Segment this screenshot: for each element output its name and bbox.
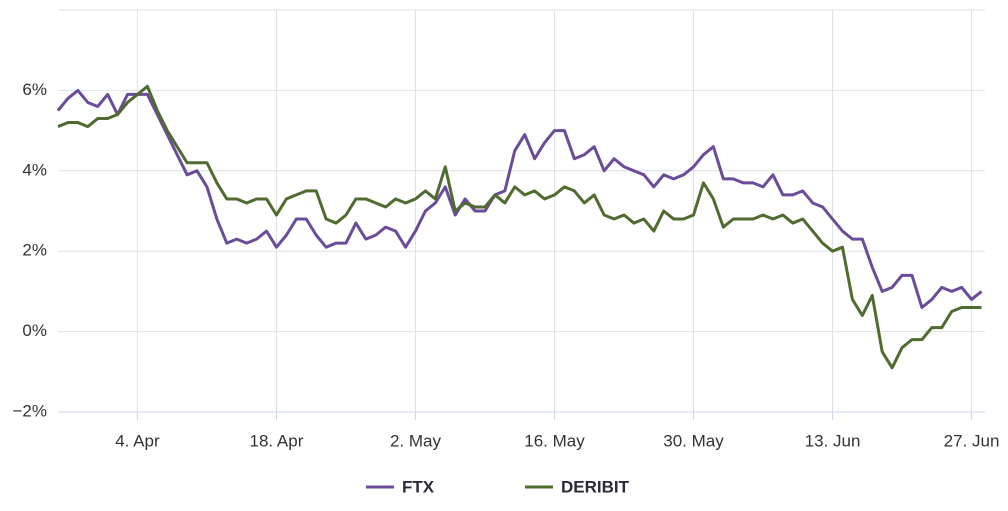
x-tick-label: 2. May bbox=[390, 431, 442, 450]
x-tick-label: 18. Apr bbox=[250, 431, 304, 450]
y-tick-label: 4% bbox=[22, 160, 47, 179]
y-tick-label: 6% bbox=[22, 80, 47, 99]
x-tick-label: 27. Jun bbox=[944, 431, 1000, 450]
y-tick-label: 0% bbox=[22, 321, 47, 340]
x-tick-label: 4. Apr bbox=[115, 431, 160, 450]
x-tick-label: 30. May bbox=[663, 431, 724, 450]
series-line bbox=[56, 88, 983, 309]
legend-label[interactable]: DERIBIT bbox=[561, 477, 630, 496]
legend-label[interactable]: FTX bbox=[402, 477, 435, 496]
y-tick-label: −2% bbox=[13, 401, 48, 420]
x-tick-label: 16. May bbox=[524, 431, 585, 450]
y-tick-label: 2% bbox=[22, 241, 47, 260]
series-line bbox=[57, 84, 982, 370]
x-tick-label: 13. Jun bbox=[805, 431, 861, 450]
